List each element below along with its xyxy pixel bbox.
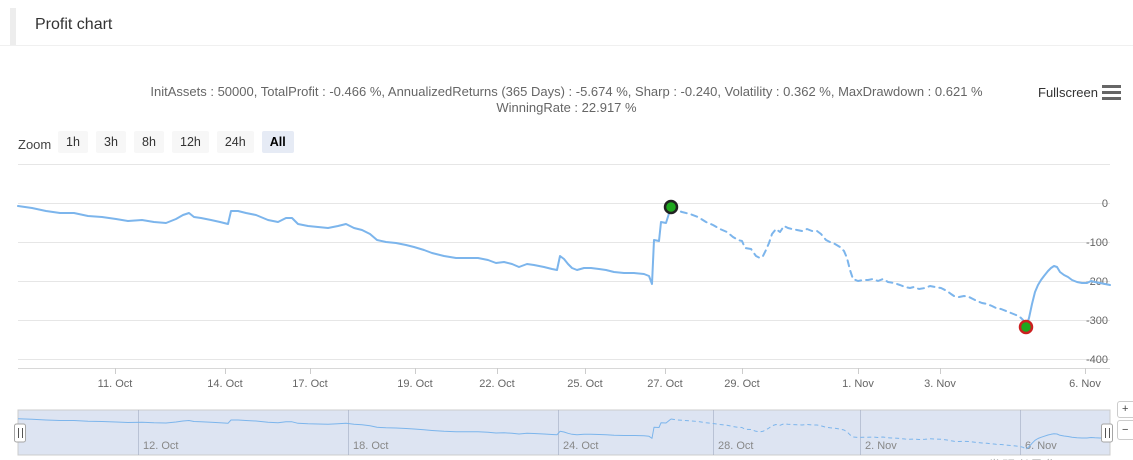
subtitle-stats-line1: InitAssets : 50000, TotalProfit : -0.466… (150, 84, 983, 99)
chart-context-menu-button[interactable] (1102, 84, 1122, 100)
profit-line-dashed (670, 206, 1027, 328)
zoom-label: Zoom (18, 137, 52, 152)
navigator-mask[interactable] (17, 409, 1111, 456)
navigator-axis-label: 18. Oct (353, 440, 388, 452)
trade-marker[interactable] (1018, 319, 1034, 335)
zoom-button-8h[interactable]: 8h (134, 131, 164, 153)
navigator-line-dashed (670, 418, 1027, 450)
zoom-button-3h[interactable]: 3h (96, 131, 126, 153)
y-axis-label: 0 (1102, 198, 1108, 210)
fullscreen-button[interactable]: Fullscreen (1038, 85, 1098, 100)
profit-line-solid (1025, 265, 1111, 328)
x-axis-label: 3. Nov (924, 378, 956, 390)
zoom-button-24h[interactable]: 24h (216, 131, 254, 153)
trade-marker[interactable] (663, 199, 679, 215)
zoom-button-1h[interactable]: 1h (58, 131, 88, 153)
navigator-axis-label: 6. Nov (1025, 440, 1057, 452)
navigator-axis-label: 2. Nov (865, 440, 897, 452)
hamburger-icon (1102, 91, 1121, 94)
x-axis-label: 29. Oct (724, 378, 759, 390)
chart-subtitle: InitAssets : 50000, TotalProfit : -0.466… (0, 84, 1133, 116)
y-axis-label: -300 (1086, 315, 1108, 327)
x-axis-label: 22. Oct (479, 378, 514, 390)
subtitle-stats-line2: WinningRate : 22.917 % (496, 100, 637, 115)
navigator-axis-label: 28. Oct (718, 440, 753, 452)
zoom-out-button[interactable]: − (1117, 420, 1133, 440)
navigator-line-solid (1025, 433, 1111, 450)
navigator-axis-label: 12. Oct (143, 440, 178, 452)
profit-line-solid (17, 205, 672, 285)
x-axis-label: 27. Oct (647, 378, 682, 390)
y-axis-label: -100 (1086, 237, 1108, 249)
zoom-button-all[interactable]: All (261, 131, 294, 153)
x-axis-label: 1. Nov (842, 378, 874, 390)
hamburger-icon (1102, 85, 1121, 88)
navigator-left-handle[interactable] (14, 423, 26, 443)
hamburger-icon (1102, 97, 1121, 100)
title-accent-bar (10, 8, 16, 45)
page-title: Profit chart (35, 16, 113, 33)
x-axis-label: 19. Oct (397, 378, 432, 390)
x-axis-label: 17. Oct (292, 378, 327, 390)
zoom-in-button[interactable]: + (1117, 401, 1133, 418)
range-selector: 1h 3h 8h 12h 24h All (58, 131, 294, 153)
zoom-button-12h[interactable]: 12h (172, 131, 209, 153)
x-axis-label: 14. Oct (207, 378, 242, 390)
x-axis-label: 25. Oct (567, 378, 602, 390)
watermark: 发明者量化 (988, 455, 1058, 460)
header-divider (0, 45, 1133, 46)
navigator-line-solid (17, 418, 672, 439)
x-axis-label: 11. Oct (98, 378, 133, 390)
y-axis-label: -400 (1086, 354, 1108, 366)
navigator-axis-label: 24. Oct (563, 440, 598, 452)
x-axis-label: 6. Nov (1069, 378, 1101, 390)
navigator-right-handle[interactable] (1101, 423, 1113, 443)
